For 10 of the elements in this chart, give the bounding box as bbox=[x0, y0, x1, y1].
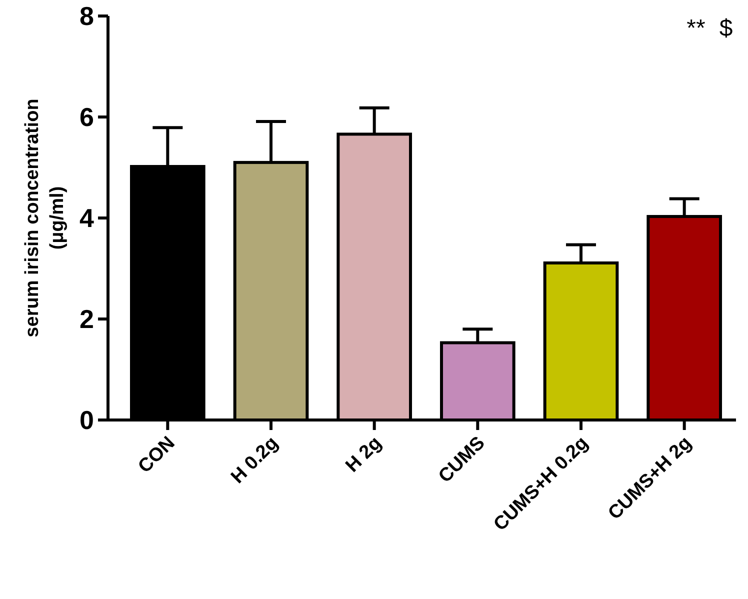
y-tick-label: 6 bbox=[80, 102, 94, 132]
y-tick-label: 2 bbox=[80, 304, 94, 334]
y-tick-label: 4 bbox=[80, 203, 95, 234]
y-tick-label: 0 bbox=[80, 405, 94, 436]
y-tick-label: 8 bbox=[80, 1, 94, 32]
annotation: $ bbox=[719, 15, 733, 42]
x-tick-label: H 2g bbox=[342, 432, 386, 477]
annotation: ** bbox=[686, 15, 706, 42]
x-tick-label: H 0.2g bbox=[227, 432, 283, 488]
y-axis-title: serum irisin concentration (μg/ml) bbox=[22, 98, 68, 338]
